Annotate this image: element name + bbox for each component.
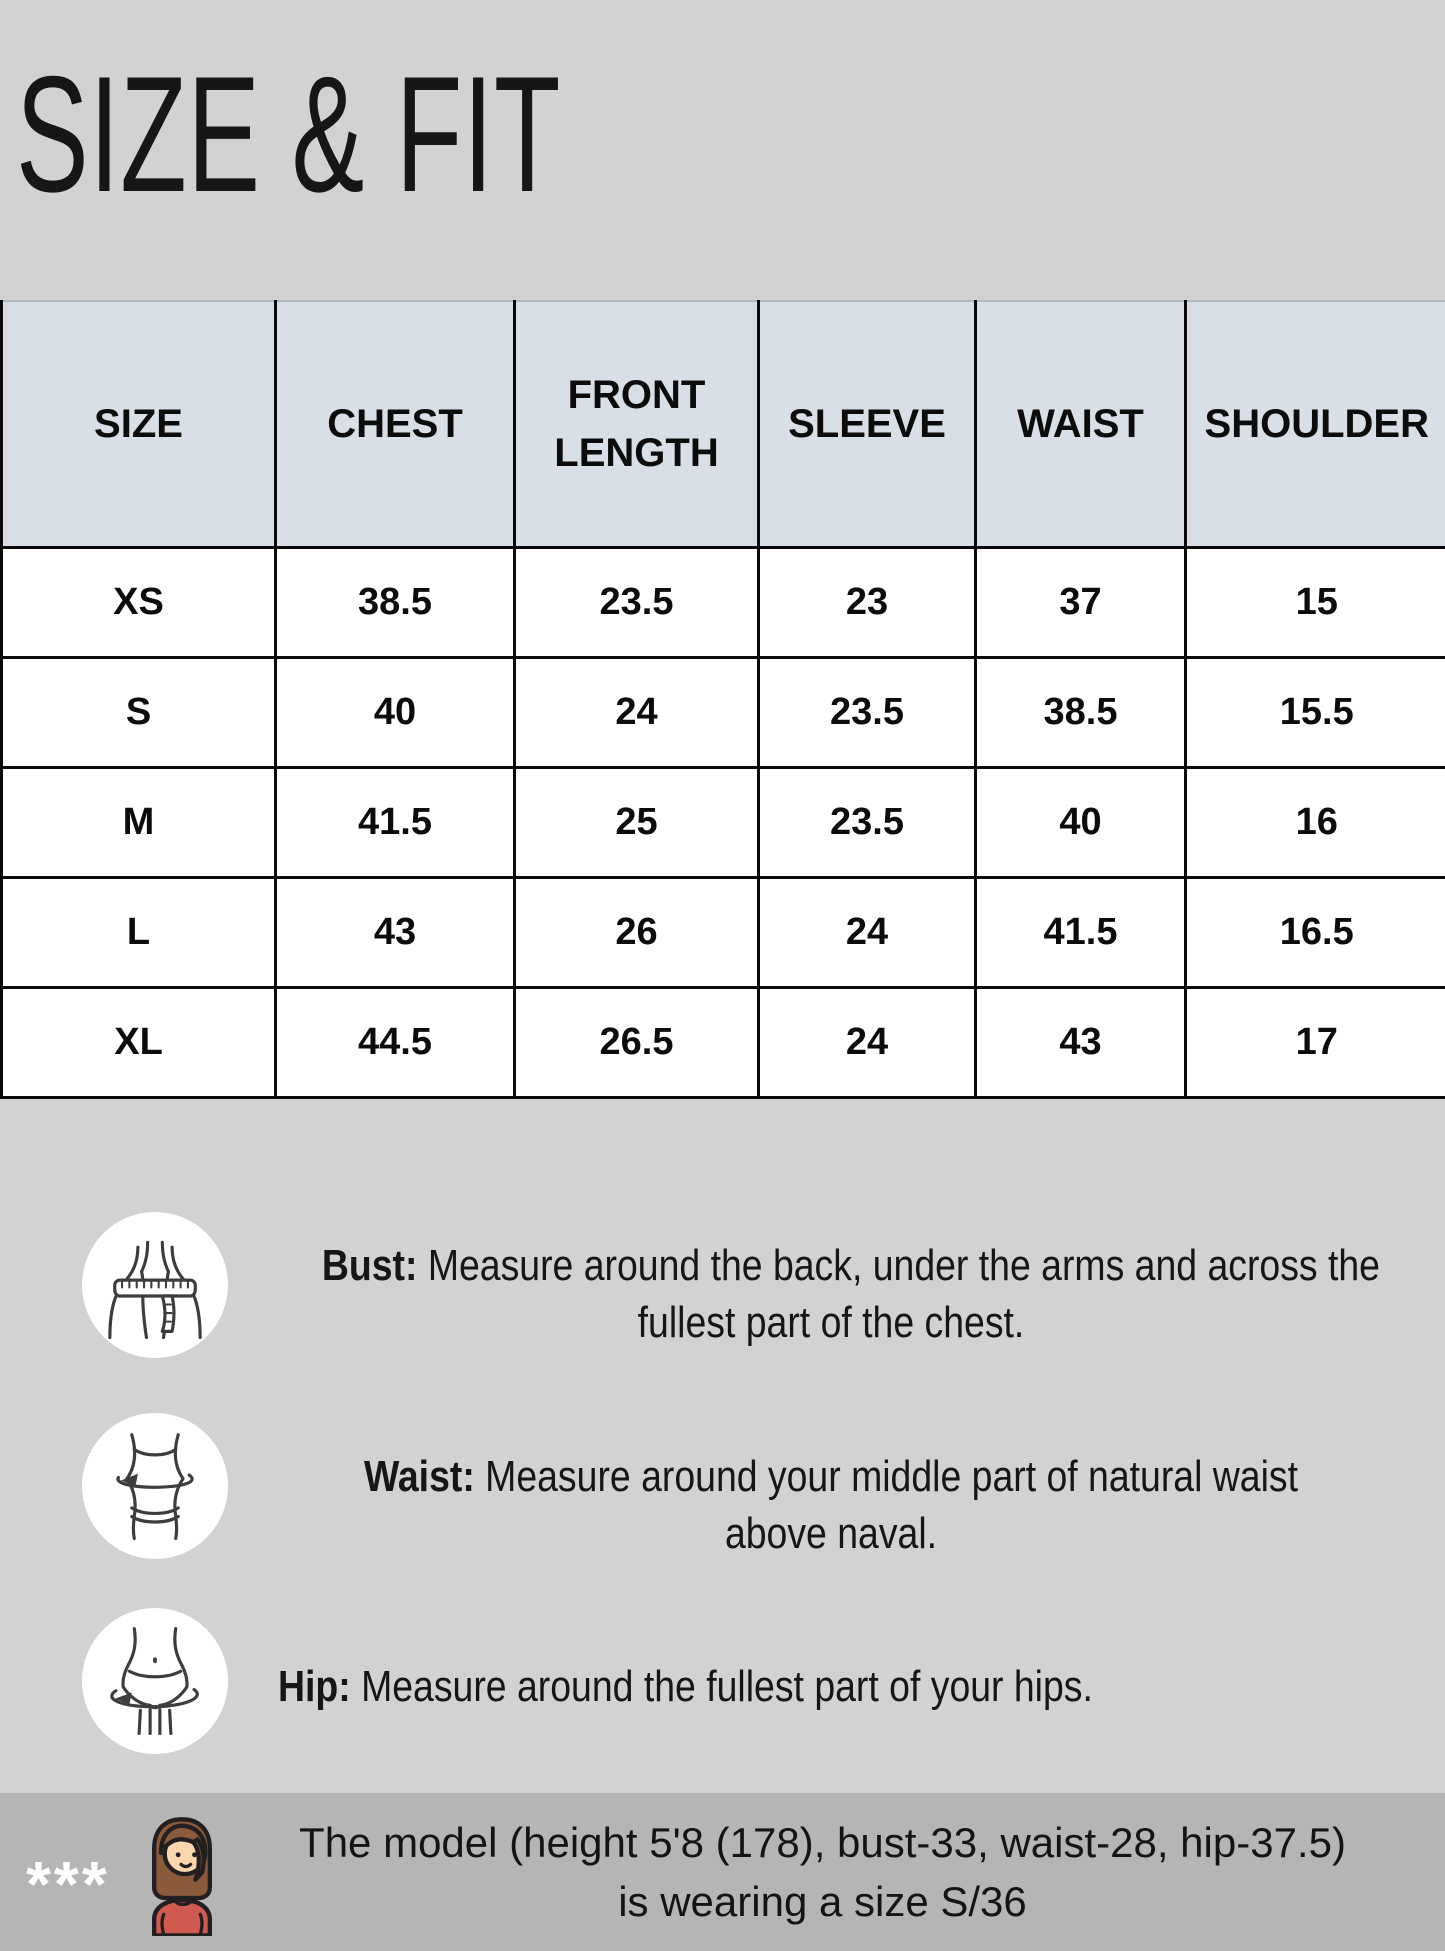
model-note: The model (height 5'8 (178), bust-33, wa… [230,1813,1445,1931]
chest-cell: 40 [274,656,516,769]
front-length-cell: 26.5 [513,986,760,1099]
waist-line2: above naval. [724,1509,938,1558]
table-row: S 40 24 23.5 38.5 15.5 [0,656,1445,769]
sleeve-cell: 23.5 [757,766,977,879]
front-length-cell: 23.5 [513,546,760,659]
bust-measure-icon [82,1212,228,1358]
hip-guide-text: Hip: Measure around the fullest part of … [278,1658,1256,1715]
waist-guide-text: Waist: Measure around your middle part o… [322,1448,1340,1562]
size-cell: S [0,656,277,769]
waist-measure-icon [82,1413,228,1559]
model-note-line2: is wearing a size S/36 [618,1878,1027,1925]
chest-cell: 38.5 [274,546,516,659]
column-header-size: SIZE [0,301,277,549]
size-cell: M [0,766,277,879]
front-length-cell: 26 [513,876,760,989]
hip-line1: Measure around the fullest part of your … [361,1662,1093,1711]
hip-term: Hip: [278,1662,351,1711]
waist-cell: 38.5 [974,656,1187,769]
hip-measure-icon [82,1608,228,1754]
sleeve-cell: 23.5 [757,656,977,769]
size-cell: XS [0,546,277,659]
waist-cell: 41.5 [974,876,1187,989]
woman-avatar-icon [134,1812,230,1936]
table-row: XL 44.5 26.5 24 43 17 [0,986,1445,1099]
shoulder-cell: 15 [1184,546,1445,659]
column-header-chest: CHEST [274,301,516,549]
size-chart-table: SIZE CHEST FRONT LENGTH SLEEVE WAIST SHO… [0,300,1445,1099]
shoulder-cell: 15.5 [1184,656,1445,769]
shoulder-cell: 17 [1184,986,1445,1099]
table-row: XS 38.5 23.5 23 37 15 [0,546,1445,659]
table-header-row: SIZE CHEST FRONT LENGTH SLEEVE WAIST SHO… [0,301,1445,549]
sleeve-cell: 23 [757,546,977,659]
table-row: M 41.5 25 23.5 40 16 [0,766,1445,879]
sleeve-cell: 24 [757,876,977,989]
column-header-waist: WAIST [974,301,1187,549]
model-note-line1: The model (height 5'8 (178), bust-33, wa… [299,1819,1346,1866]
chest-cell: 44.5 [274,986,516,1099]
waist-cell: 40 [974,766,1187,879]
front-length-cell: 24 [513,656,760,769]
size-cell: XL [0,986,277,1099]
column-header-front-length: FRONT LENGTH [513,301,760,549]
column-header-sleeve: SLEEVE [757,301,977,549]
shoulder-cell: 16.5 [1184,876,1445,989]
chest-cell: 41.5 [274,766,516,879]
waist-cell: 37 [974,546,1187,659]
footnote-stars: *** [26,1848,110,1920]
table-row: L 43 26 24 41.5 16.5 [0,876,1445,989]
waist-term: Waist: [363,1452,475,1501]
bust-line2: fullest part of the chest. [637,1298,1025,1347]
size-cell: L [0,876,277,989]
bust-line1: Measure around the back, under the arms … [427,1241,1380,1290]
waist-line1: Measure around your middle part of natur… [485,1452,1299,1501]
bust-term: Bust: [321,1241,418,1290]
column-header-shoulder: SHOULDER [1184,301,1445,549]
chest-cell: 43 [274,876,516,989]
front-length-cell: 25 [513,766,760,879]
sleeve-cell: 24 [757,986,977,1099]
bust-guide-text: Bust: Measure around the back, under the… [321,1237,1380,1351]
model-info-footer: *** The model (height 5'8 (178), bust-33… [0,1793,1445,1951]
shoulder-cell: 16 [1184,766,1445,879]
waist-cell: 43 [974,986,1187,1099]
page-title: SIZE & FIT [16,42,562,226]
